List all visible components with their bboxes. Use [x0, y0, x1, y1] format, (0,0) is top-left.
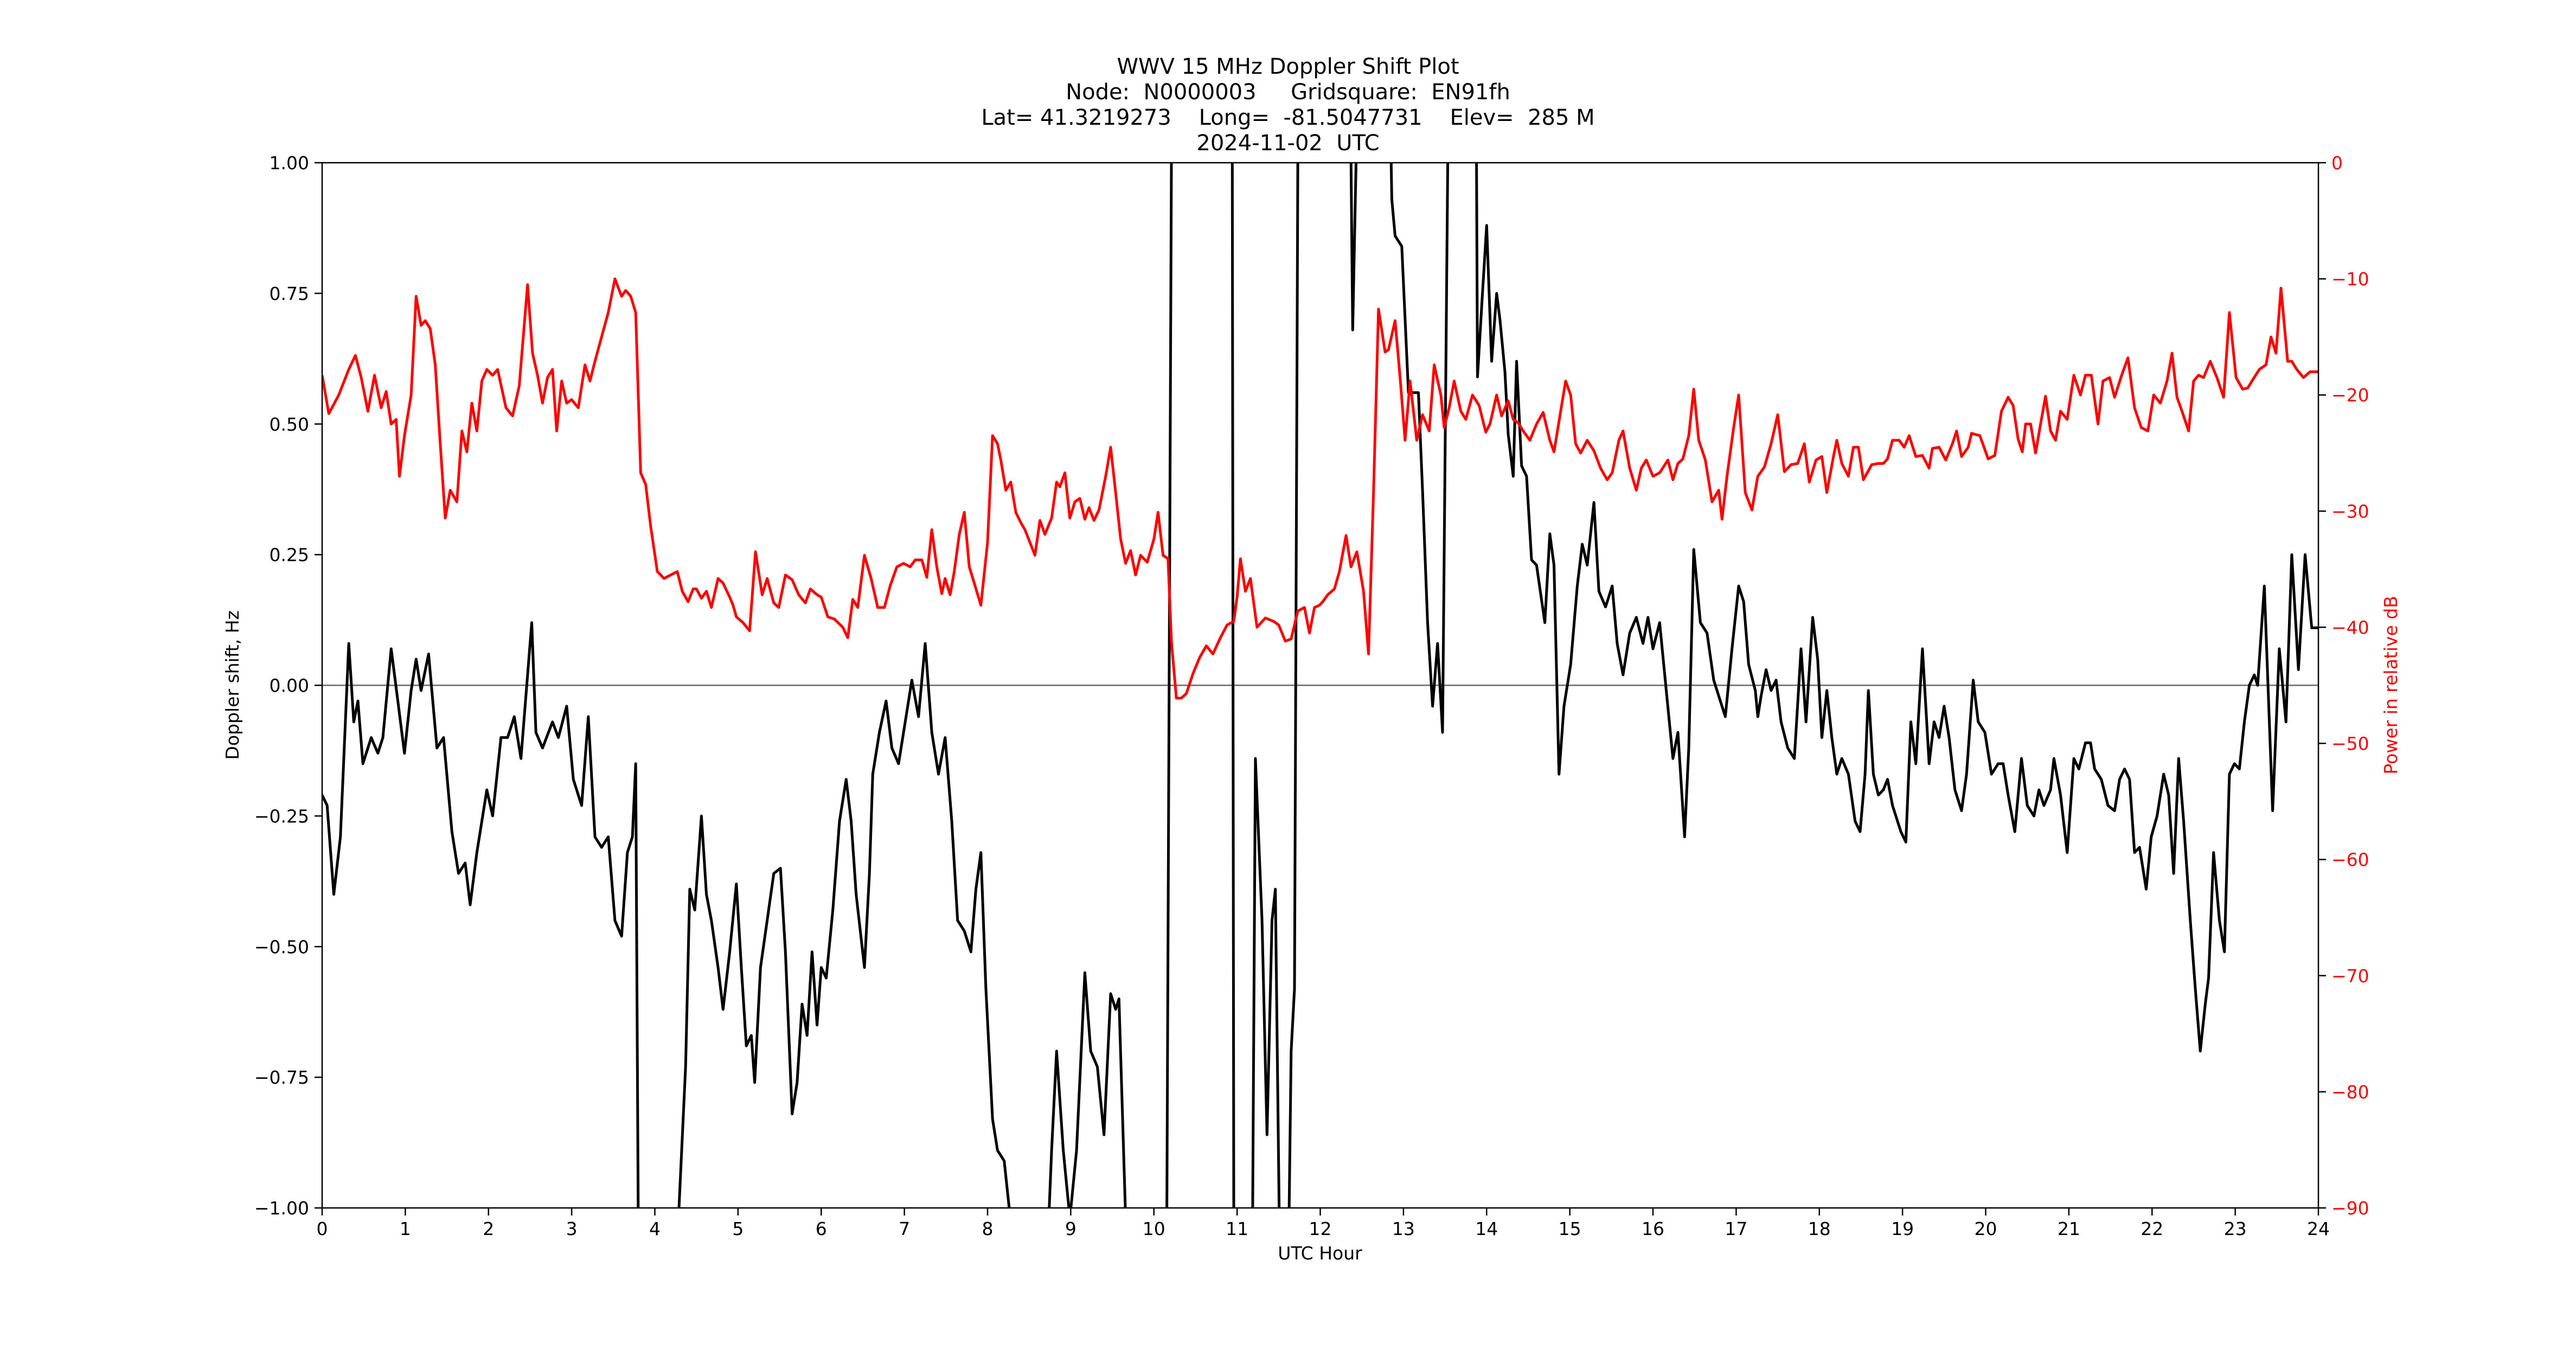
y-right-tick-label: 0 [2331, 152, 2343, 174]
title-line-2: Node: N0000003 Gridsquare: EN91fh [1066, 80, 1510, 105]
x-tick-label: 6 [816, 1218, 827, 1239]
x-tick-label: 8 [982, 1218, 994, 1239]
x-tick-label: 11 [1226, 1218, 1248, 1239]
y-left-tick-label: −1.00 [254, 1198, 309, 1219]
x-tick-label: 5 [732, 1218, 744, 1239]
y-left-tick-label: −0.75 [254, 1067, 309, 1088]
y-axis-right-label: Power in relative dB [2380, 596, 2401, 774]
x-tick-label: 21 [2058, 1218, 2080, 1239]
y-right-tick-label: −50 [2331, 733, 2369, 754]
x-tick-label: 13 [1392, 1218, 1415, 1239]
y-left-tick-label: 1.00 [270, 152, 309, 174]
x-axis-label: UTC Hour [1278, 1243, 1362, 1264]
y-right-tick-label: −70 [2331, 965, 2369, 987]
ticks-group: 0 1 2 3 4 5 6 7 8 9 10 11 12 13 14 15 16 17 18 19 20 21 22 23 24… [254, 152, 2369, 1239]
y-right-tick-label: −30 [2331, 501, 2369, 522]
x-tick-label: 16 [1642, 1218, 1664, 1239]
y-right-tick-label: −40 [2331, 617, 2369, 638]
x-tick-label: 7 [899, 1218, 910, 1239]
x-tick-label: 9 [1065, 1218, 1076, 1239]
x-tick-label: 20 [1975, 1218, 1997, 1239]
x-tick-label: 1 [400, 1218, 411, 1239]
y-left-tick-label: −0.25 [254, 805, 309, 827]
y-right-tick-label: −10 [2331, 268, 2369, 290]
series-group [322, 163, 2318, 1208]
y-left-tick-label: −0.50 [254, 936, 309, 957]
x-tick-label: 3 [566, 1218, 578, 1239]
y-right-tick-label: −60 [2331, 849, 2369, 871]
x-tick-label: 24 [2307, 1218, 2330, 1239]
x-tick-label: 4 [649, 1218, 661, 1239]
chart-title: WWV 15 MHz Doppler Shift Plot Node: N000… [0, 54, 2576, 156]
x-tick-label: 15 [1559, 1218, 1581, 1239]
y-left-tick-label: 0.50 [270, 414, 309, 435]
x-tick-label: 12 [1309, 1218, 1332, 1239]
y-left-tick-label: 0.75 [270, 283, 309, 304]
x-tick-label: 14 [1475, 1218, 1498, 1239]
y-right-tick-label: −80 [2331, 1082, 2369, 1103]
doppler-line [322, 163, 2318, 1208]
x-tick-label: 10 [1143, 1218, 1165, 1239]
x-tick-label: 19 [1891, 1218, 1914, 1239]
y-right-tick-label: −90 [2331, 1198, 2369, 1219]
x-tick-label: 0 [317, 1218, 328, 1239]
x-tick-label: 23 [2224, 1218, 2247, 1239]
x-tick-label: 17 [1725, 1218, 1747, 1239]
y-left-tick-label: 0.00 [270, 675, 309, 696]
x-tick-label: 2 [483, 1218, 494, 1239]
y-axis-left-label: Doppler shift, Hz [222, 610, 243, 759]
y-left-tick-label: 0.25 [270, 545, 309, 566]
x-tick-label: 18 [1808, 1218, 1831, 1239]
title-line-4: 2024-11-02 UTC [1196, 131, 1380, 156]
y-right-tick-label: −20 [2331, 385, 2369, 406]
power-line [322, 277, 2318, 700]
title-line-1: WWV 15 MHz Doppler Shift Plot [1117, 54, 1459, 79]
x-tick-label: 22 [2141, 1218, 2163, 1239]
title-line-3: Lat= 41.3219273 Long= -81.5047731 Elev= … [981, 105, 1595, 130]
